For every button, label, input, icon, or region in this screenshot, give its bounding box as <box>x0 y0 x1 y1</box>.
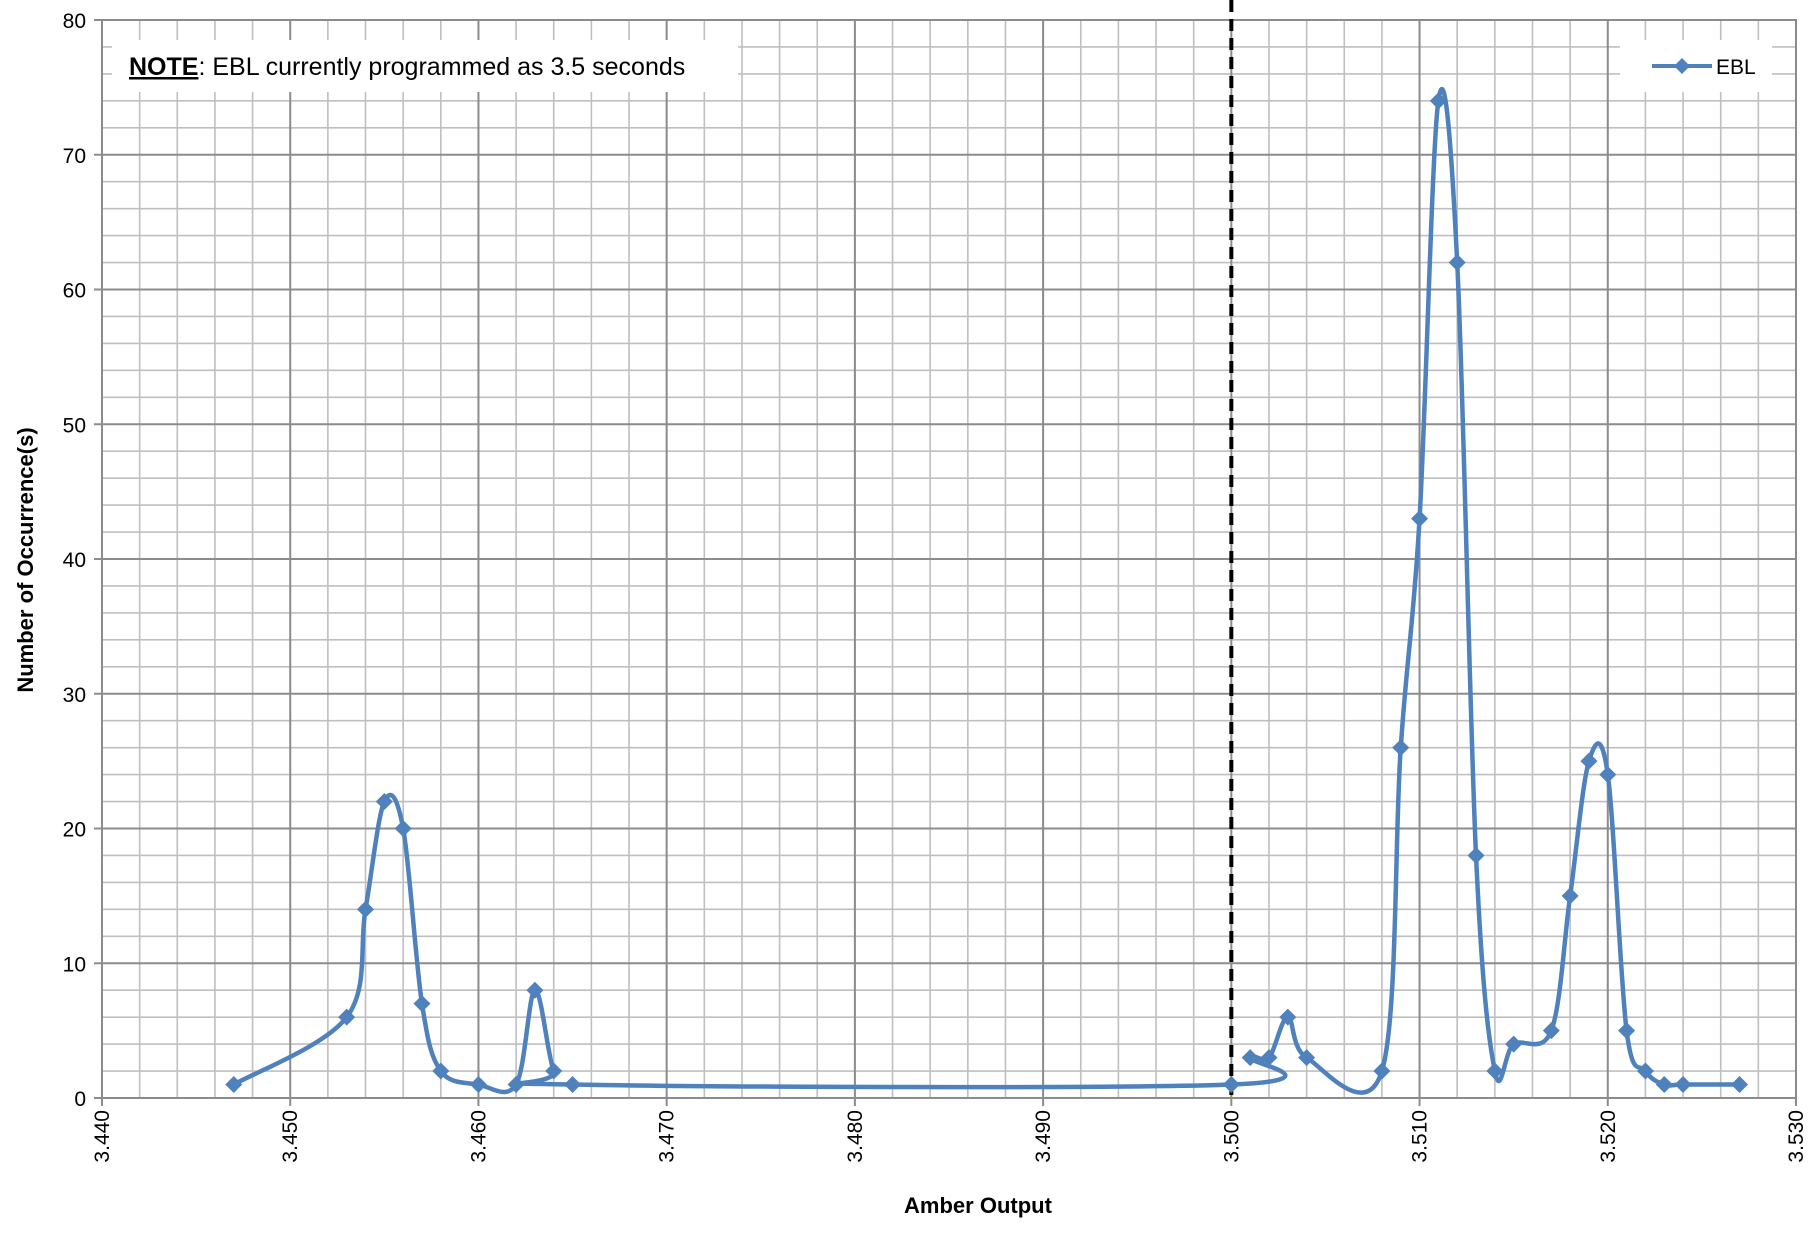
series-layer <box>225 86 1749 1095</box>
x-tick-label: 3.460 <box>467 1110 490 1163</box>
grid <box>101 19 1797 1099</box>
data-point-marker <box>526 981 544 999</box>
legend: EBL <box>1620 40 1772 92</box>
data-point-marker <box>432 1062 450 1080</box>
legend-swatch-marker <box>1674 58 1690 74</box>
data-point-marker <box>1241 1049 1259 1067</box>
x-tick-label: 3.480 <box>844 1110 867 1163</box>
x-tick-label: 3.520 <box>1597 1110 1620 1163</box>
data-point-marker <box>1411 510 1429 528</box>
y-tick-label: 80 <box>63 10 86 33</box>
y-tick-label: 30 <box>63 684 86 707</box>
data-point-marker <box>1599 766 1617 784</box>
note-text: NOTE: EBL currently programmed as 3.5 se… <box>129 53 685 81</box>
data-point-marker <box>564 1076 582 1094</box>
note-annotation: NOTE: EBL currently programmed as 3.5 se… <box>112 40 738 92</box>
data-point-marker <box>1467 846 1485 864</box>
x-tick-label: 3.470 <box>656 1110 679 1163</box>
x-tick-label: 3.450 <box>279 1110 302 1163</box>
series-line-ebl <box>231 86 1742 1095</box>
data-point-marker <box>357 900 375 918</box>
data-point-marker <box>1260 1049 1278 1067</box>
data-point-marker <box>1636 1062 1654 1080</box>
x-tick-label: 3.500 <box>1220 1110 1243 1163</box>
y-tick-label: 40 <box>63 549 86 572</box>
data-point-marker <box>338 1008 356 1026</box>
data-point-marker <box>469 1076 487 1094</box>
data-point-marker <box>1505 1035 1523 1053</box>
data-point-marker <box>413 995 431 1013</box>
axes: 3.440 3.450 3.460 3.470 3.480 3.490 3.500 3.510… <box>63 10 1808 1163</box>
data-point-marker <box>1429 92 1447 110</box>
data-point-marker <box>1373 1062 1391 1080</box>
note-bold: NOTE <box>129 53 198 81</box>
x-tick-label: 3.490 <box>1032 1110 1055 1163</box>
x-axis-title: Amber Output <box>904 1193 1053 1218</box>
data-point-marker <box>1279 1008 1297 1026</box>
x-tick-label: 3.440 <box>91 1110 114 1163</box>
data-point-marker <box>225 1076 243 1094</box>
data-point-marker <box>1655 1076 1673 1094</box>
y-tick-label: 10 <box>63 953 86 976</box>
data-point-marker <box>375 793 393 811</box>
data-point-marker <box>1542 1022 1560 1040</box>
data-point-marker <box>1618 1022 1636 1040</box>
y-axis-title: Number of Occurrence(s) <box>13 427 38 692</box>
note-body: : EBL currently programmed as 3.5 second… <box>198 53 685 81</box>
data-point-marker <box>1222 1076 1240 1094</box>
x-tick-label: 3.530 <box>1785 1110 1808 1163</box>
data-point-marker <box>1448 254 1466 272</box>
data-point-marker <box>1580 752 1598 770</box>
y-tick-label: 0 <box>74 1088 86 1111</box>
data-point-marker <box>1731 1076 1749 1094</box>
data-point-marker <box>1674 1076 1692 1094</box>
data-point-marker <box>1486 1062 1504 1080</box>
y-tick-label: 50 <box>63 414 86 437</box>
data-point-marker <box>507 1076 525 1094</box>
data-point-marker <box>1561 887 1579 905</box>
data-point-marker <box>1392 739 1410 757</box>
data-point-marker <box>1298 1049 1316 1067</box>
data-point-marker <box>545 1062 563 1080</box>
x-tick-label: 3.510 <box>1409 1110 1432 1163</box>
y-tick-label: 70 <box>63 145 86 168</box>
legend-label: EBL <box>1716 56 1756 79</box>
y-tick-label: 60 <box>63 280 86 303</box>
data-point-marker <box>394 820 412 837</box>
y-tick-label: 20 <box>63 819 86 842</box>
